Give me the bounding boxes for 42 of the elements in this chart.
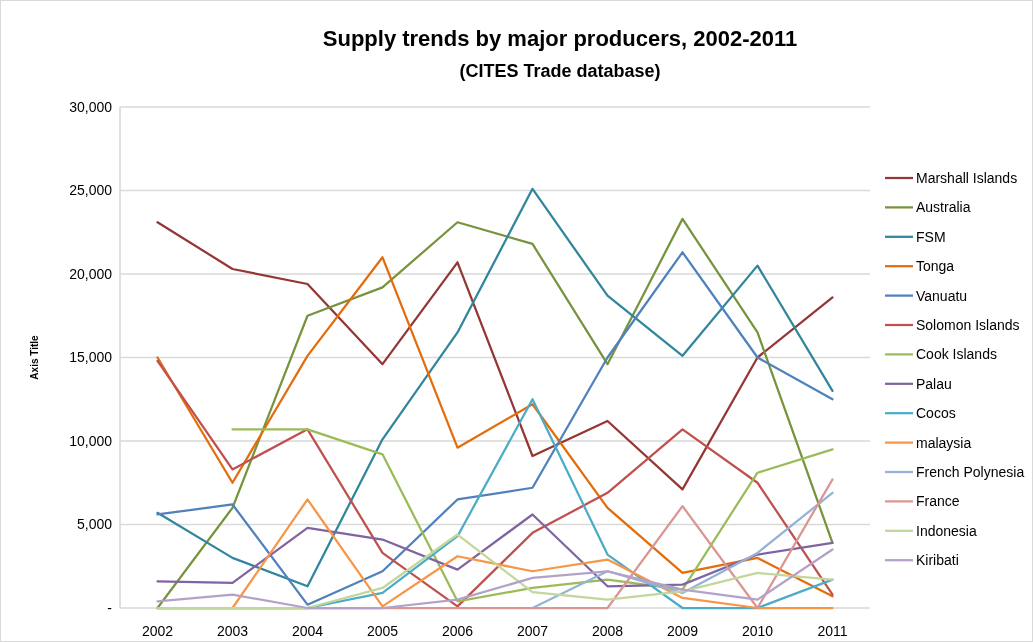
x-tick-label: 2006: [441, 623, 474, 639]
chart-subtitle: (CITES Trade database): [459, 61, 661, 81]
chart-title: Supply trends by major producers, 2002-2011: [322, 26, 798, 51]
legend-label: Cook Islands: [916, 346, 997, 363]
x-tick-label: 2010: [741, 623, 774, 639]
y-tick-label: 30,000: [69, 98, 113, 115]
y-tick-label: -: [107, 599, 113, 616]
legend-label: FSM: [916, 228, 946, 245]
x-tick-label: 2008: [591, 623, 624, 639]
x-tick-label: 2007: [516, 623, 549, 639]
legend-label: Vanuatu: [916, 287, 968, 304]
line-series: [156, 221, 834, 491]
legend-label: Marshall Islands: [916, 169, 1018, 186]
y-axis-title: Axis Title: [29, 334, 40, 380]
y-tick-label: 5,000: [76, 516, 113, 533]
legend-label: Palau: [916, 375, 952, 392]
y-tick-label: 15,000: [69, 349, 113, 366]
legend-label: Tonga: [916, 258, 955, 275]
x-tick-label: 2004: [291, 623, 324, 639]
y-tick-label: 25,000: [69, 182, 113, 199]
x-tick-label: 2005: [366, 623, 399, 639]
x-tick-label: 2003: [216, 623, 249, 639]
legend-label: Kiribati: [916, 552, 959, 569]
legend-label: France: [916, 493, 960, 510]
line-series: [231, 498, 834, 610]
line-series: [531, 491, 834, 610]
line-series: [156, 513, 834, 588]
line-series: [156, 533, 834, 610]
legend-label: malaysia: [916, 434, 972, 451]
x-tick-label: 2002: [141, 623, 174, 639]
line-series: [231, 428, 834, 603]
legend-label: Australia: [916, 199, 971, 216]
legend-label: Cocos: [916, 405, 956, 422]
x-tick-label: 2009: [666, 623, 699, 639]
legend-label: French Polynesia: [916, 463, 1025, 480]
line-series: [156, 548, 834, 610]
legend-label: Indonesia: [916, 522, 977, 539]
y-tick-label: 10,000: [69, 432, 113, 449]
line-series: [156, 359, 834, 608]
x-tick-label: 2011: [817, 623, 848, 639]
legend-label: Solomon Islands: [916, 316, 1020, 333]
y-tick-label: 20,000: [69, 265, 113, 282]
